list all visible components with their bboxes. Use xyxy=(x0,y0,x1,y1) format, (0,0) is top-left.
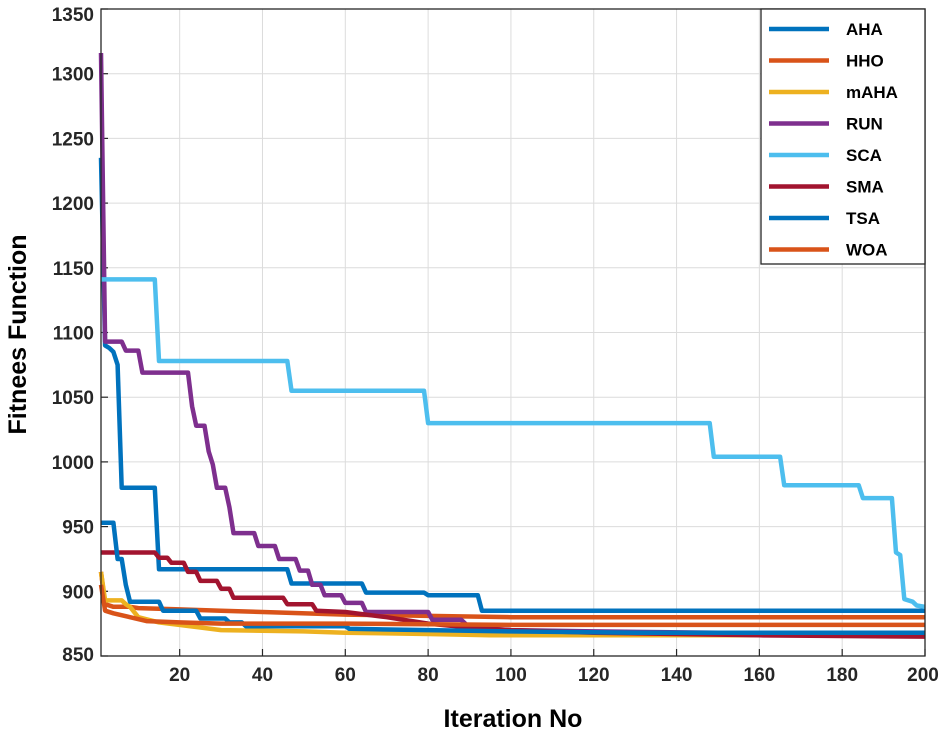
series-line-aha xyxy=(98,157,925,613)
y-tick-label: 1350 xyxy=(52,5,94,26)
x-tick-label: 180 xyxy=(826,665,858,686)
series-line-run xyxy=(98,52,925,635)
y-tick-label: 1300 xyxy=(52,65,94,86)
legend-label-aha: AHA xyxy=(846,20,883,39)
y-tick-label: 1200 xyxy=(52,194,94,215)
legend-label-run: RUN xyxy=(846,115,883,134)
y-tick-label: 1250 xyxy=(52,129,94,150)
legend-label-sca: SCA xyxy=(846,146,882,165)
legend-label-sma: SMA xyxy=(846,178,884,197)
y-tick-label: 1050 xyxy=(52,388,94,409)
series-line-hho xyxy=(98,571,925,620)
y-tick-label: 1000 xyxy=(52,453,94,474)
x-tick-label: 80 xyxy=(418,665,439,686)
y-tick-labels: 850 900 950 1000 1050 1100 1150 1200 1250 1300 135… xyxy=(52,5,94,666)
x-tick-labels: 20 40 60 80 100 120 140 160 180 200 xyxy=(169,665,939,686)
legend-label-maha: mAHA xyxy=(846,83,898,102)
y-tick-label: 950 xyxy=(62,518,94,539)
series-line-sca xyxy=(101,277,926,610)
plot-frame xyxy=(100,8,926,657)
x-tick-label: 200 xyxy=(907,665,939,686)
series-line-maha xyxy=(98,571,925,638)
x-tick-label: 120 xyxy=(578,665,610,686)
y-axis-label: Fitnees Function xyxy=(4,235,32,435)
legend-label-hho: HHO xyxy=(846,52,884,71)
legend-label-tsa: TSA xyxy=(846,209,880,228)
x-tick-label: 40 xyxy=(252,665,273,686)
y-tick-label: 850 xyxy=(62,645,94,666)
y-tick-label: 900 xyxy=(62,582,94,603)
x-tick-label: 100 xyxy=(495,665,527,686)
legend-box xyxy=(760,8,926,265)
x-tick-label: 140 xyxy=(661,665,693,686)
x-tick-label: 60 xyxy=(335,665,356,686)
series-lines xyxy=(98,52,926,639)
y-tick-label: 1100 xyxy=(53,324,94,345)
x-tick-label: 20 xyxy=(169,665,190,686)
x-tick-label: 160 xyxy=(744,665,776,686)
x-axis-label: Iteration No xyxy=(444,705,583,731)
series-line-woa xyxy=(98,584,925,628)
series-line-tsa xyxy=(101,520,925,635)
legend-label-woa: WOA xyxy=(846,241,888,260)
legend: AHA HHO mAHA RUN SCA SMA TSA WOA xyxy=(760,8,926,265)
y-tick-label: 1150 xyxy=(53,259,94,280)
